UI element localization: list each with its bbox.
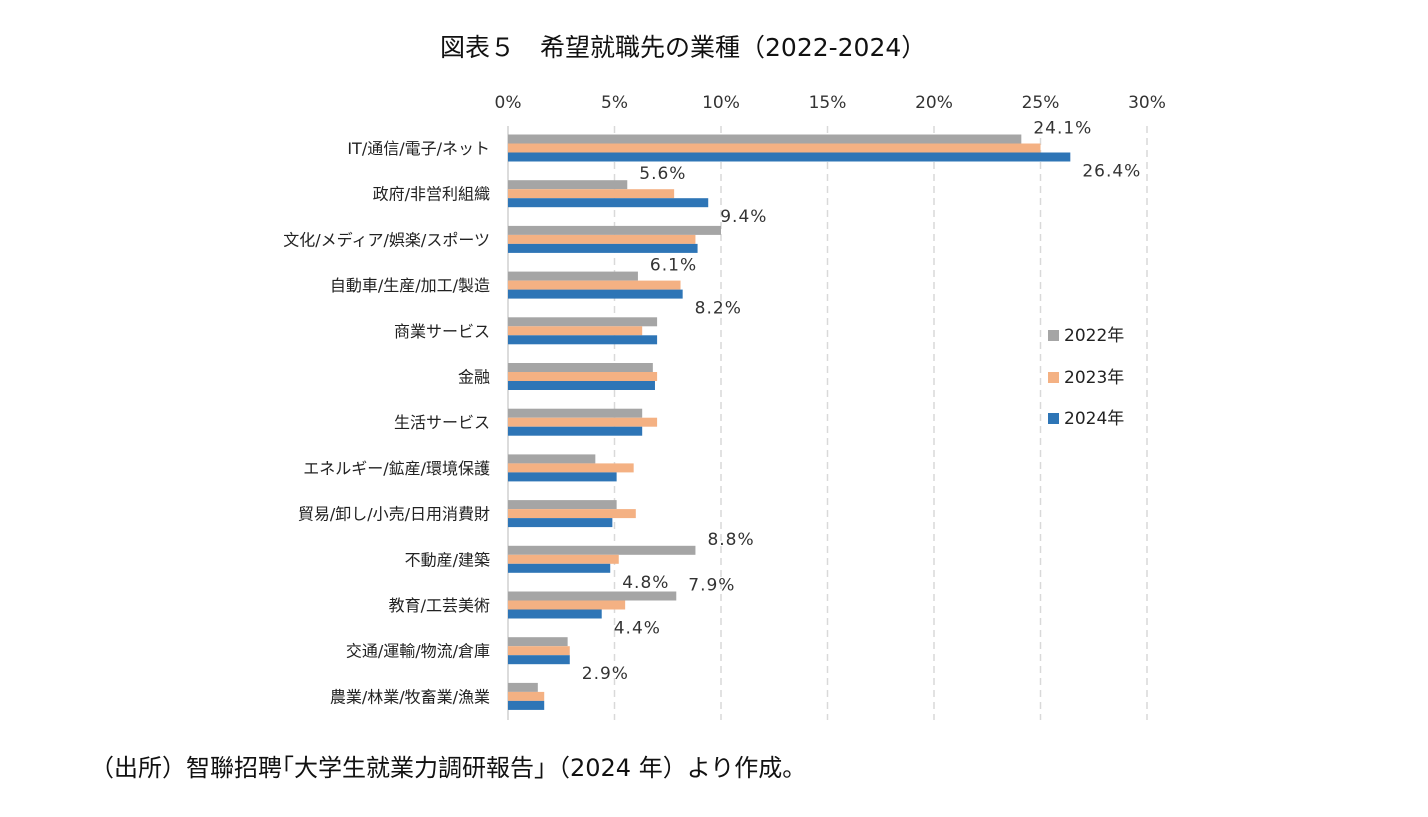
- bar: [508, 280, 681, 290]
- bar: [508, 417, 658, 427]
- bar: [508, 591, 677, 601]
- bar: [508, 509, 636, 519]
- category-label: 自動車/生産/加工/製造: [330, 276, 490, 295]
- bar: [508, 372, 658, 381]
- data-label: 8.2%: [695, 299, 742, 319]
- legend-swatch: [1048, 372, 1059, 383]
- bar: [508, 655, 570, 665]
- data-label: 2.9%: [582, 664, 629, 684]
- bar: [508, 381, 655, 390]
- category-label: 農業/林業/牧畜業/漁業: [330, 687, 490, 706]
- bar: [508, 408, 643, 418]
- bar: [508, 225, 721, 235]
- bar: [508, 180, 628, 190]
- legend-swatch: [1048, 413, 1059, 424]
- bar: [508, 189, 675, 199]
- source-note: （出所）智聯招聘｢大学生就業力調研報告｣（2024 年）より作成。: [90, 754, 807, 782]
- bar: [508, 637, 568, 647]
- bar: [508, 289, 683, 299]
- bar: [508, 198, 709, 208]
- bar: [508, 500, 617, 510]
- legend-label: 2024年: [1064, 409, 1124, 429]
- bar: [508, 271, 638, 281]
- bar: [508, 682, 538, 692]
- bar: [508, 234, 696, 244]
- legend-label: 2023年: [1064, 368, 1124, 388]
- bar: [508, 143, 1041, 153]
- bar: [508, 363, 653, 372]
- bar: [508, 152, 1071, 162]
- bar: [508, 243, 698, 253]
- data-label: 5.6%: [639, 164, 686, 184]
- category-label: 不動産/建築: [405, 550, 490, 569]
- data-label: 26.4%: [1082, 162, 1141, 182]
- category-label: IT/通信/電子/ネット: [347, 139, 490, 158]
- x-tick-label: 5%: [601, 93, 628, 113]
- bar: [508, 335, 658, 345]
- x-tick-label: 25%: [1022, 93, 1060, 113]
- bar: [508, 463, 634, 473]
- bar: [508, 545, 696, 555]
- bar: [508, 554, 619, 564]
- bar: [508, 454, 596, 464]
- bar: [508, 563, 611, 573]
- category-label: 政府/非営利組織: [373, 185, 490, 204]
- x-tick-label: 0%: [495, 93, 522, 113]
- data-label: 9.4%: [720, 207, 767, 227]
- category-label: 貿易/卸し/小売/日用消費財: [298, 505, 490, 524]
- category-label: 交通/運輸/物流/倉庫: [346, 642, 490, 661]
- x-tick-label: 20%: [915, 93, 953, 113]
- x-tick-label: 30%: [1128, 93, 1166, 113]
- x-tick-label: 15%: [809, 93, 847, 113]
- data-label: 4.4%: [614, 619, 661, 639]
- category-label: エネルギー/鉱産/環境保護: [303, 459, 490, 478]
- bar: [508, 700, 545, 710]
- bar: [508, 317, 658, 327]
- bar: [508, 609, 602, 619]
- bar: [508, 518, 613, 528]
- data-label: 24.1%: [1033, 119, 1092, 139]
- bar: [508, 426, 643, 436]
- category-label: 教育/工芸美術: [389, 596, 490, 615]
- legend-swatch: [1048, 330, 1059, 341]
- bar: [508, 472, 617, 482]
- bar: [508, 600, 626, 610]
- bar: [508, 134, 1022, 144]
- bar: [508, 326, 643, 336]
- category-label: 商業サービス: [394, 322, 490, 341]
- category-label: 生活サービス: [394, 413, 490, 432]
- legend-label: 2022年: [1064, 326, 1124, 346]
- bar: [508, 646, 570, 656]
- data-label: 8.8%: [707, 530, 754, 550]
- data-label: 6.1%: [650, 256, 697, 276]
- x-tick-label: 10%: [702, 93, 740, 113]
- chart-title: 図表５ 希望就職先の業種（2022-2024）: [440, 33, 927, 62]
- data-label: 7.9%: [688, 576, 735, 596]
- data-label: 4.8%: [622, 573, 669, 593]
- bar: [508, 691, 545, 701]
- category-label: 文化/メディア/娯楽/スポーツ: [283, 230, 490, 249]
- category-label: 金融: [458, 368, 490, 387]
